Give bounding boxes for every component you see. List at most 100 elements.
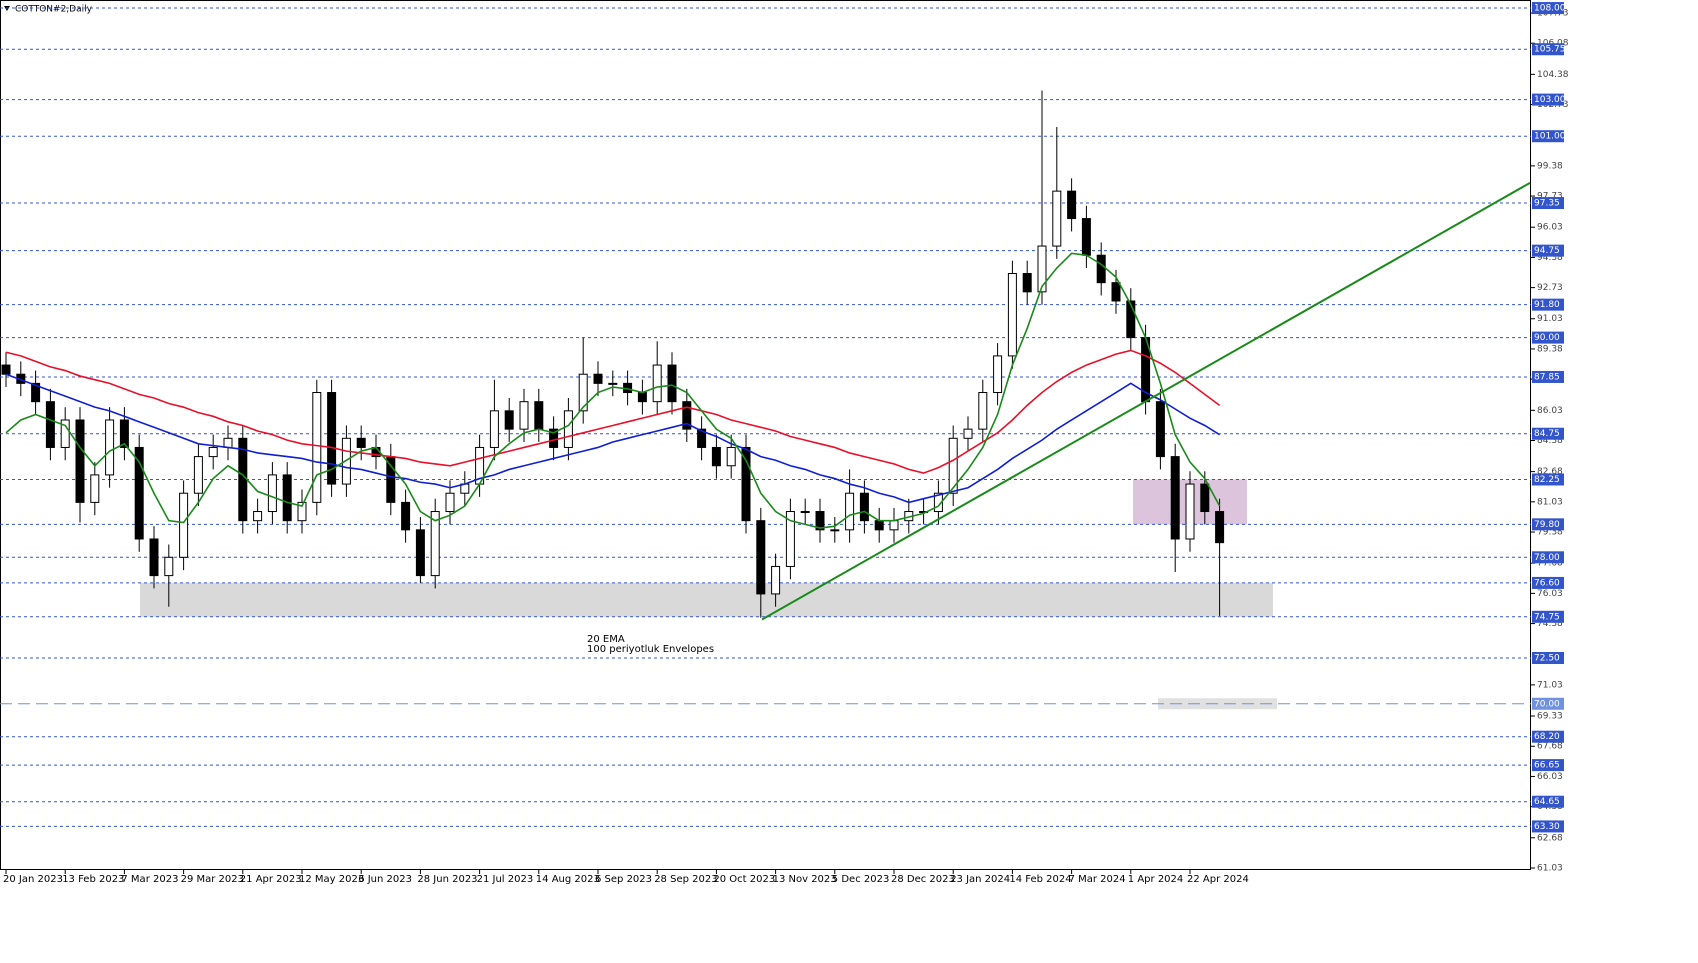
y-tick-label: 67.68: [1537, 742, 1563, 752]
candle-body: [445, 492, 455, 513]
level-label-box: [1532, 370, 1564, 383]
chart-title: COTTON#2,Daily: [15, 5, 93, 15]
x-tick-label: 7 Mar 2023: [121, 874, 178, 885]
candle-body: [208, 446, 218, 458]
candle-body: [1, 364, 11, 375]
level-label-box: [1532, 43, 1564, 56]
candle-body: [1200, 483, 1210, 513]
candle-body: [637, 392, 647, 403]
x-tick-label: 14 Aug 2023: [536, 874, 600, 885]
y-tick-label: 82.68: [1537, 467, 1563, 477]
candle-body: [563, 410, 573, 448]
x-tick-label: 12 May 2023: [299, 874, 364, 885]
level-label: 79.80: [1534, 520, 1560, 530]
candle-body: [815, 511, 825, 531]
x-tick-label: 21 Jul 2023: [477, 874, 534, 885]
plot-frame: [0, 0, 1531, 870]
x-tick-label: 29 Mar 2023: [181, 874, 244, 885]
y-tick-label: 96.03: [1537, 223, 1563, 233]
level-label: 68.20: [1534, 732, 1560, 742]
x-tick-label: 28 Jun 2023: [417, 874, 477, 885]
level-label-box: [1532, 244, 1564, 257]
annotation: 20 EMA: [587, 634, 625, 645]
indicator-line: [5, 373, 1221, 504]
candle-body: [608, 382, 618, 385]
candle-body: [415, 529, 425, 577]
candle-body: [697, 428, 707, 448]
y-tick-label: 76.03: [1537, 589, 1563, 599]
candle-body: [1215, 511, 1225, 544]
candle-body: [845, 492, 855, 531]
candle-body: [711, 446, 721, 467]
candle-body: [134, 446, 144, 540]
candle-body: [578, 373, 588, 412]
candle-body: [1037, 245, 1047, 293]
level-label: 63.30: [1534, 822, 1560, 832]
candle-body: [401, 501, 411, 531]
candle-body: [297, 501, 307, 522]
level-label: 94.75: [1534, 246, 1560, 256]
candle-body: [993, 355, 1003, 394]
candle-body: [75, 419, 85, 503]
candle-body: [800, 511, 810, 514]
x-tick-label: 1 Apr 2024: [1128, 874, 1183, 885]
level-label: 101.00: [1534, 132, 1566, 142]
candle-body: [149, 538, 159, 577]
indicator-line: [5, 349, 1221, 474]
candle-body: [193, 456, 203, 494]
candle-body: [1007, 273, 1017, 357]
candle-body: [327, 392, 337, 485]
candle-body: [1022, 273, 1032, 293]
level-label: 78.00: [1534, 553, 1560, 563]
level-label-box: [1532, 2, 1564, 15]
level-label-box: [1532, 795, 1564, 808]
y-tick-label: 94.38: [1537, 253, 1563, 263]
candle-body: [933, 492, 943, 513]
candle-body: [1081, 218, 1091, 256]
level-label: 103.00: [1534, 95, 1566, 105]
candle-body: [164, 556, 174, 577]
level-label-box: [1532, 130, 1564, 143]
candle-body: [1185, 483, 1195, 540]
trendline: [761, 181, 1531, 621]
candle-body: [549, 428, 559, 448]
level-label-box: [1532, 730, 1564, 743]
level-label: 91.80: [1534, 300, 1560, 310]
y-tick-label: 99.38: [1537, 161, 1563, 171]
level-label: 76.60: [1534, 578, 1560, 588]
x-tick-label: 28 Dec 2023: [891, 874, 955, 885]
y-tick-label: 77.68: [1537, 559, 1563, 569]
level-label: 108.00: [1534, 4, 1566, 14]
candle-body: [31, 382, 41, 403]
candle-body: [282, 474, 292, 522]
zone: [140, 582, 1273, 617]
level-label-box: [1532, 473, 1564, 486]
x-tick-label: 22 Apr 2024: [1187, 874, 1249, 885]
level-label-box: [1532, 197, 1564, 210]
level-label: 82.25: [1534, 475, 1560, 485]
candle-body: [534, 401, 544, 430]
candle-body: [267, 474, 277, 513]
candle-body: [430, 511, 440, 577]
level-label: 90.00: [1534, 333, 1560, 343]
y-tick-label: 86.03: [1537, 406, 1563, 416]
x-tick-label: 13 Feb 2023: [62, 874, 124, 885]
level-label: 84.75: [1534, 429, 1560, 439]
candle-body: [726, 446, 736, 467]
candle-body: [504, 410, 514, 430]
level-label-box: [1532, 427, 1564, 440]
y-tick-label: 81.03: [1537, 497, 1563, 507]
level-label: 97.35: [1534, 199, 1560, 209]
indicator-line: [5, 252, 1221, 529]
candle-body: [119, 419, 129, 448]
candle-body: [785, 511, 795, 567]
level-label-box: [1532, 551, 1564, 564]
candle-body: [963, 428, 973, 439]
candle-body: [1170, 456, 1180, 540]
x-tick-label: 6 Sep 2023: [595, 874, 652, 885]
level-label-box: [1532, 518, 1564, 531]
x-tick-label: 7 Mar 2024: [1069, 874, 1126, 885]
candle-body: [1111, 282, 1121, 302]
